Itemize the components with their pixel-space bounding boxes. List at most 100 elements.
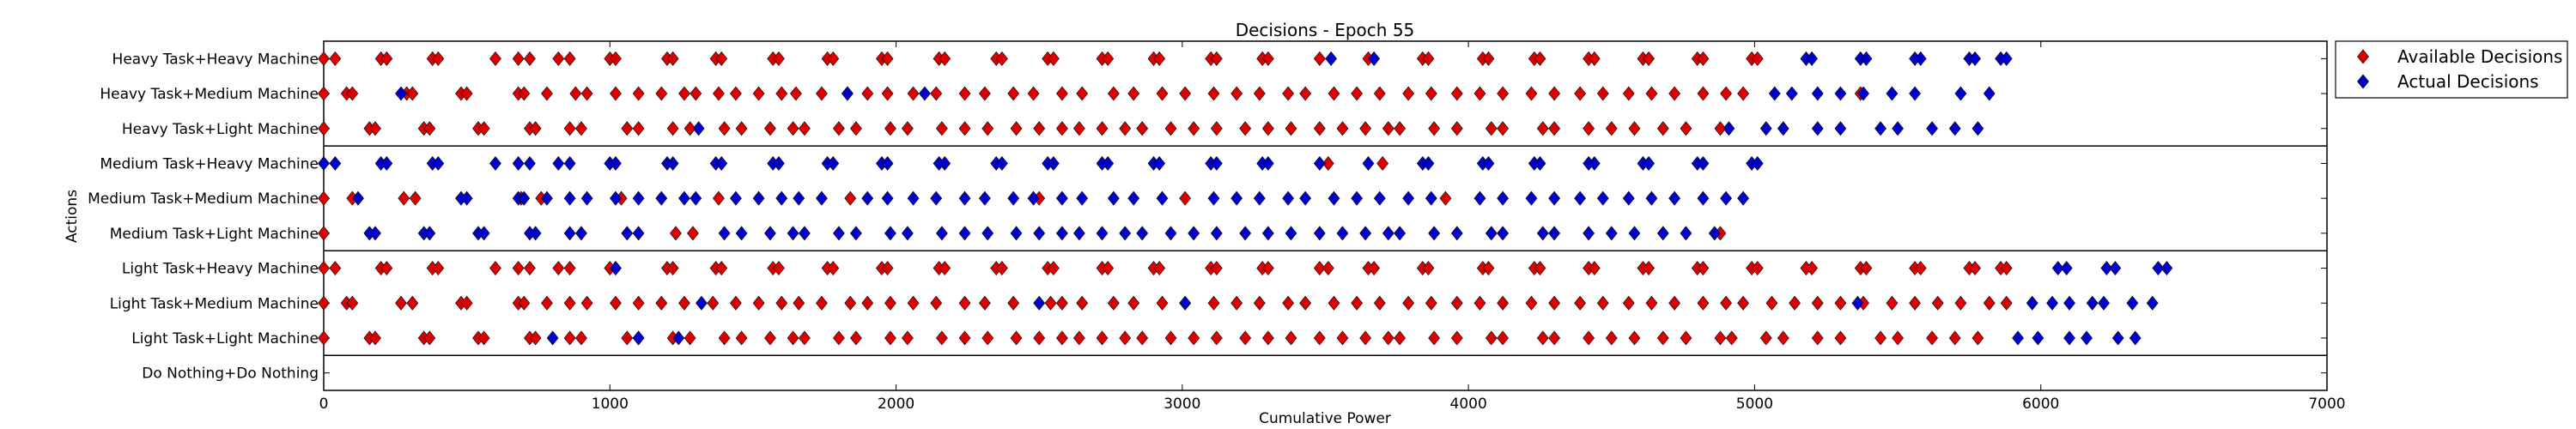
data-point [1422,51,1435,66]
data-point [696,295,708,311]
data-point [1643,155,1655,171]
data-point [1482,155,1495,171]
y-tick-label: Light Task+Light Machine [131,330,319,347]
data-point [1153,261,1166,276]
data-point [861,190,874,206]
data-point [1164,330,1177,346]
data-point [1313,261,1326,276]
data-point [1055,226,1068,241]
data-point [1428,226,1441,241]
data-point [1351,295,1364,311]
data-point [1402,86,1415,101]
data-point [1708,226,1721,241]
data-point [610,261,622,276]
data-point [380,155,393,171]
data-point [1076,190,1089,206]
data-point [936,121,948,136]
data-point [1574,190,1587,206]
data-point [752,86,765,101]
data-point [1485,330,1498,346]
y-tick-label: Heavy Task+Light Machine [122,121,319,138]
y-tick-label: Medium Task+Medium Machine [88,190,319,208]
data-point [329,51,342,66]
data-point [524,51,536,66]
data-point [2032,330,2044,346]
data-point [958,330,971,346]
data-point [1096,330,1109,346]
data-point [563,226,576,241]
data-point [1362,155,1375,171]
data-point [1261,226,1274,241]
data-point [678,190,690,206]
data-point [666,121,679,136]
data-point [529,226,542,241]
data-point [1643,261,1655,276]
series-actual-decisions [318,51,2173,346]
data-point [1596,190,1609,206]
data-point [318,86,330,101]
data-point [2129,330,2142,346]
data-point [752,295,765,311]
data-point [1010,330,1023,346]
data-point [524,155,536,171]
data-point [707,295,720,311]
data-point [1368,261,1381,276]
data-point [1482,261,1495,276]
data-point [1926,121,1938,136]
x-axis-title: Cumulative Power [1259,410,1391,427]
data-point [1811,295,1824,311]
data-point [632,330,645,346]
data-point [881,190,894,206]
data-point [1473,295,1486,311]
data-point [489,51,501,66]
data-point [1697,86,1710,101]
data-point [1777,121,1789,136]
data-point [692,121,705,136]
data-point [930,295,943,311]
legend-label: Actual Decisions [2397,71,2539,92]
data-point [1834,121,1847,136]
data-point [1751,261,1764,276]
data-point [1439,190,1452,206]
data-point [715,51,728,66]
data-point [1497,226,1510,241]
data-point [1321,155,1334,171]
data-point [2086,295,2099,311]
data-point [1373,190,1386,206]
data-point [1948,121,1961,136]
data-point [690,86,702,101]
data-point [1336,226,1349,241]
data-point [346,86,359,101]
data-point [380,261,393,276]
data-point [1282,86,1295,101]
data-point [715,155,728,171]
data-point [512,51,525,66]
data-point [1697,155,1710,171]
data-point [690,190,702,206]
data-point [1574,295,1587,311]
data-point [1325,51,1338,66]
data-point [1860,51,1873,66]
data-point [670,226,682,241]
data-point [423,121,436,136]
data-point [1860,261,1873,276]
data-point [318,121,330,136]
data-point [1948,330,1961,346]
data-point [2051,261,2064,276]
data-point [1010,226,1023,241]
data-point [666,51,679,66]
data-point [666,155,679,171]
data-point [1127,295,1140,311]
data-point [610,51,622,66]
data-point [1119,121,1132,136]
data-point [1622,190,1635,206]
data-point [1482,51,1495,66]
data-point [1261,155,1274,171]
data-point [318,295,330,311]
data-point [1107,86,1120,101]
data-point [580,295,593,311]
data-point [2060,261,2073,276]
data-point [1605,226,1618,241]
data-point [477,121,490,136]
data-point [884,330,896,346]
